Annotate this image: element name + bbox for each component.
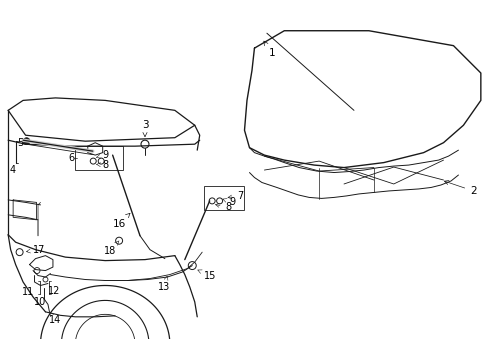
Text: 17: 17: [26, 245, 45, 255]
Text: 2: 2: [444, 180, 476, 196]
Text: 8: 8: [96, 160, 108, 170]
Text: 6: 6: [68, 153, 74, 163]
Text: 9: 9: [223, 197, 235, 207]
Text: 18: 18: [104, 241, 119, 256]
Text: 1: 1: [264, 41, 275, 58]
Text: 10: 10: [34, 297, 46, 307]
Bar: [203, 186, 243, 210]
Text: 4: 4: [10, 165, 16, 175]
Text: 12: 12: [48, 286, 61, 296]
Text: 7: 7: [227, 191, 243, 201]
Bar: [75, 146, 122, 170]
Text: 15: 15: [198, 270, 215, 280]
Text: 8: 8: [215, 202, 231, 212]
Circle shape: [23, 138, 30, 145]
Text: 3: 3: [142, 120, 148, 137]
Text: 5: 5: [18, 138, 24, 148]
Text: 16: 16: [112, 213, 130, 229]
Text: 13: 13: [158, 276, 170, 292]
Text: 14: 14: [49, 312, 61, 325]
Text: 9: 9: [96, 150, 108, 160]
Text: 11: 11: [22, 287, 34, 297]
